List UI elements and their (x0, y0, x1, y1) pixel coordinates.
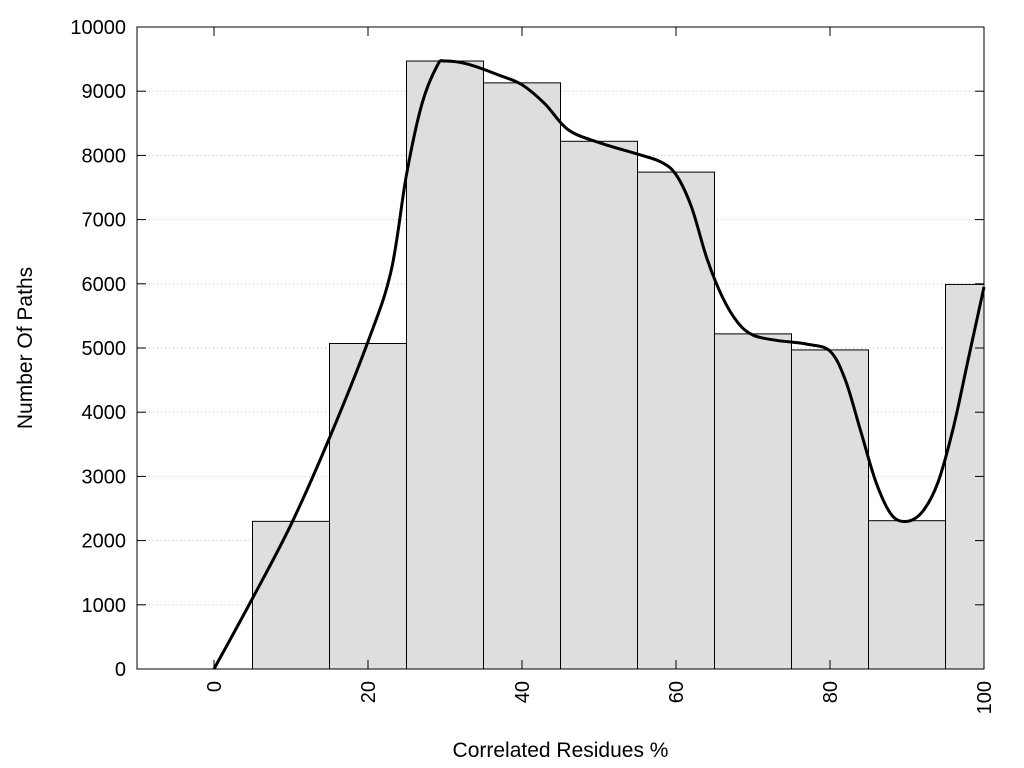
trend-curve (212, 59, 986, 670)
y-tick-label: 6000 (82, 274, 127, 296)
y-axis-title: Number Of Paths (14, 267, 37, 429)
trend-curve-line (212, 59, 986, 670)
y-tick-label: 7000 (82, 210, 127, 232)
y-tick-label: 4000 (82, 402, 127, 424)
y-tick-label: 5000 (82, 338, 127, 360)
y-tick-label: 3000 (82, 466, 127, 488)
y-tick-label: 10000 (70, 17, 126, 39)
bar (406, 60, 484, 670)
x-tick-label: 80 (820, 681, 842, 703)
x-tick-label: 100 (974, 681, 996, 714)
axis-ticks: 0100020003000400050006000700080009000100… (70, 17, 996, 714)
bar (714, 333, 792, 670)
bar (868, 520, 946, 670)
bar (329, 343, 407, 670)
bar (483, 82, 561, 670)
x-tick-label: 60 (666, 681, 688, 703)
bar (252, 520, 330, 670)
y-tick-label: 0 (115, 659, 126, 681)
x-tick-label: 0 (204, 681, 226, 692)
x-tick-label: 40 (512, 681, 534, 703)
y-tick-label: 8000 (82, 145, 127, 167)
bar (560, 140, 638, 670)
y-tick-label: 9000 (82, 81, 127, 103)
x-tick-label: 20 (358, 681, 380, 703)
x-axis-title: Correlated Residues % (453, 739, 669, 762)
y-tick-label: 2000 (82, 531, 127, 553)
bars (252, 60, 985, 670)
y-tick-label: 1000 (82, 595, 127, 617)
bar (637, 171, 715, 670)
bar (791, 349, 869, 670)
